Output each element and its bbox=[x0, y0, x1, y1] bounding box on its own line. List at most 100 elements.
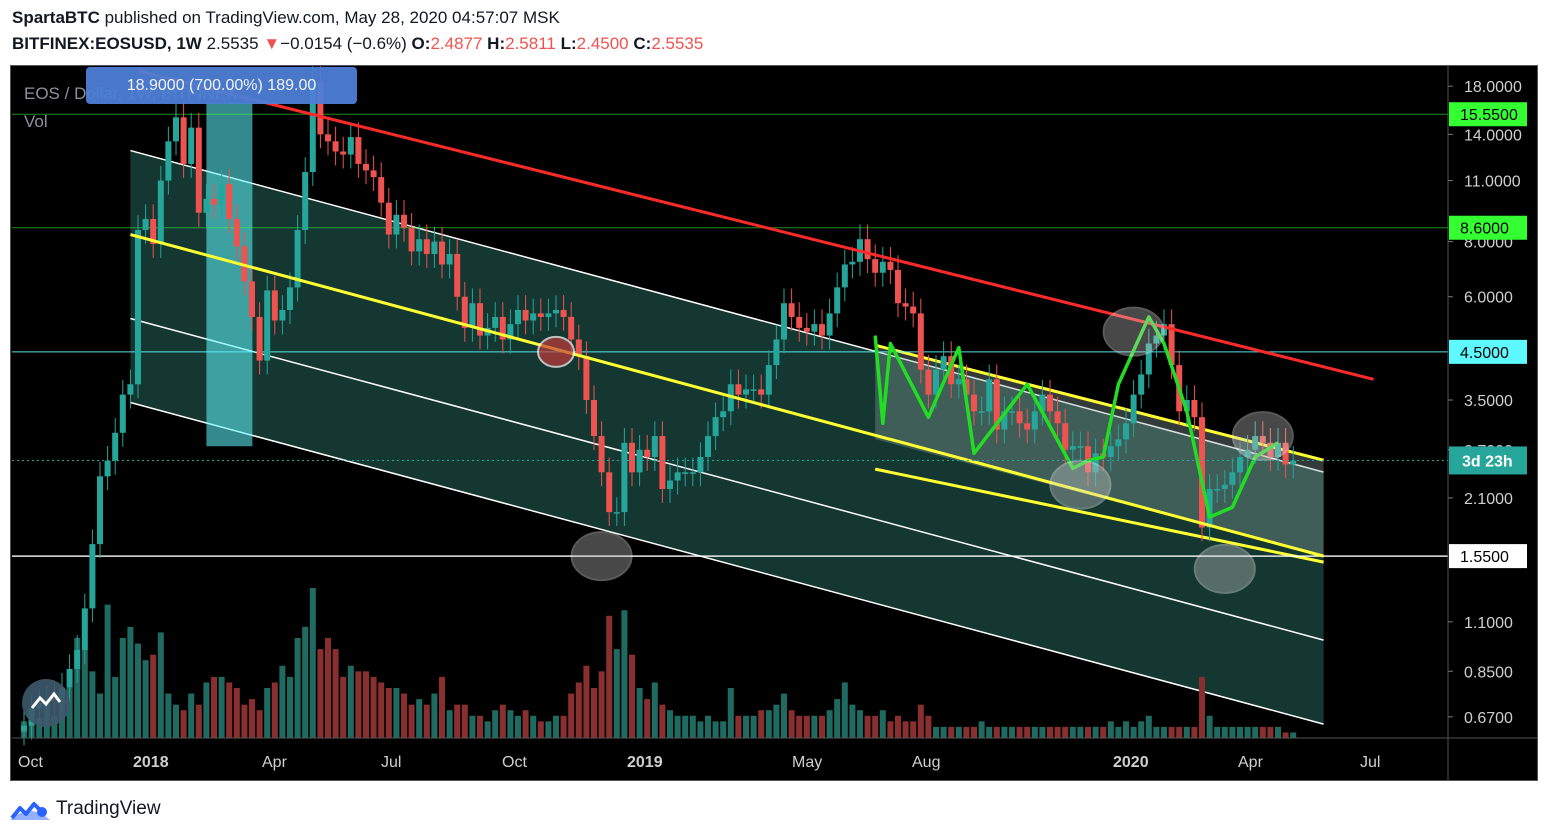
volume-bar bbox=[36, 718, 43, 738]
candle-body bbox=[583, 356, 590, 401]
candle-body bbox=[1031, 411, 1038, 430]
candle-body bbox=[271, 290, 278, 321]
candle-body bbox=[568, 316, 575, 340]
candle-body bbox=[978, 411, 985, 413]
volume-bar bbox=[781, 693, 787, 738]
countdown-label: 3d 23h bbox=[1462, 453, 1513, 470]
volume-bar bbox=[1199, 676, 1205, 738]
candle-body bbox=[370, 170, 377, 178]
volume-bar bbox=[492, 710, 499, 738]
highlight-circle bbox=[1193, 543, 1256, 594]
author-name[interactable]: SpartaBTC bbox=[12, 8, 100, 27]
volume-bar bbox=[773, 704, 780, 738]
volume-bar bbox=[180, 710, 187, 738]
volume-bar bbox=[195, 704, 202, 738]
measure-tool-label[interactable]: 18.9000 (700.00%) 189.00 bbox=[86, 67, 357, 104]
candle-body bbox=[211, 198, 217, 205]
volume-bar bbox=[104, 604, 111, 738]
volume-bar bbox=[241, 704, 248, 738]
volume-bar bbox=[940, 726, 947, 738]
volume-bar bbox=[287, 676, 293, 738]
volume-bar bbox=[256, 710, 263, 738]
candle-body bbox=[157, 180, 164, 245]
candle-body bbox=[781, 303, 787, 340]
candle-body bbox=[135, 229, 141, 385]
volume-bar bbox=[74, 638, 81, 738]
footer-brand[interactable]: TradingView bbox=[10, 795, 161, 823]
volume-bar bbox=[226, 682, 233, 738]
candle-body bbox=[629, 442, 635, 473]
candle-body bbox=[925, 369, 932, 395]
candle-body bbox=[180, 117, 187, 164]
volume-bar bbox=[1161, 726, 1167, 738]
candle-body bbox=[910, 306, 917, 314]
candle-body bbox=[340, 151, 347, 155]
volume-bar bbox=[203, 682, 210, 738]
volume-bar bbox=[340, 676, 347, 738]
candle-body bbox=[401, 214, 407, 228]
candle-body bbox=[803, 327, 810, 332]
volume-bar bbox=[507, 710, 514, 738]
x-tick-label: 2020 bbox=[1113, 754, 1149, 771]
volume-bar bbox=[1031, 726, 1038, 738]
volume-bar bbox=[705, 715, 711, 738]
volume-bar bbox=[575, 682, 582, 738]
candle-body bbox=[1024, 423, 1031, 430]
candle-body bbox=[765, 365, 772, 395]
volume-bar bbox=[439, 676, 445, 738]
candle-body bbox=[446, 253, 453, 265]
pattern-path bbox=[873, 315, 1279, 519]
candle-body bbox=[864, 239, 871, 260]
candle-body bbox=[705, 436, 711, 457]
volume-bar bbox=[849, 704, 856, 738]
volume-bar bbox=[1153, 726, 1160, 738]
highlight-circle bbox=[1231, 411, 1294, 462]
candle-body bbox=[1221, 484, 1228, 490]
candle-body bbox=[948, 356, 955, 385]
candle-body bbox=[1199, 417, 1205, 528]
volume-bar bbox=[1206, 715, 1213, 738]
candle-body bbox=[933, 369, 939, 395]
highlight-circle bbox=[1049, 459, 1112, 510]
volume-bar bbox=[1237, 726, 1243, 738]
volume-bar bbox=[1024, 726, 1031, 738]
candle-body bbox=[682, 472, 689, 474]
volume-bar bbox=[545, 721, 552, 738]
candle-body bbox=[104, 460, 111, 477]
volume-bar bbox=[165, 693, 172, 738]
highlight-circle bbox=[570, 531, 633, 582]
candle-body bbox=[1123, 423, 1129, 440]
volume-bar bbox=[385, 688, 392, 738]
candle-body bbox=[1229, 472, 1236, 485]
volume-bar bbox=[127, 626, 134, 738]
candle-body bbox=[97, 476, 103, 545]
candle-body bbox=[325, 134, 331, 142]
volume-bar bbox=[157, 632, 164, 738]
volume-bar bbox=[1009, 726, 1015, 738]
candle-body bbox=[416, 239, 423, 252]
volume-bar bbox=[1267, 726, 1274, 738]
candle-body bbox=[249, 281, 255, 317]
level-price-tag-label: 15.5500 bbox=[1460, 107, 1518, 124]
candle-body bbox=[287, 287, 293, 310]
volume-bar bbox=[963, 726, 970, 738]
candle-body bbox=[66, 669, 73, 688]
low-value: 2.4500 bbox=[576, 34, 629, 53]
candle-body bbox=[355, 137, 362, 164]
y-tick-label: 2.1000 bbox=[1464, 491, 1513, 508]
candle-body bbox=[112, 432, 119, 461]
volume-bar bbox=[173, 704, 179, 738]
volume-bar bbox=[233, 688, 240, 738]
volume-bar bbox=[81, 649, 88, 738]
open-label: O: bbox=[411, 34, 431, 53]
volume-bar bbox=[325, 638, 331, 738]
volume-bar bbox=[1282, 732, 1289, 738]
volume-bar bbox=[765, 710, 772, 738]
chart-header: SpartaBTC published on TradingView.com, … bbox=[12, 5, 1542, 56]
volume-bar bbox=[499, 704, 506, 738]
candle-body bbox=[560, 309, 567, 317]
volume-bar bbox=[477, 715, 483, 738]
volume-bar bbox=[416, 699, 423, 738]
candle-body bbox=[834, 287, 841, 314]
